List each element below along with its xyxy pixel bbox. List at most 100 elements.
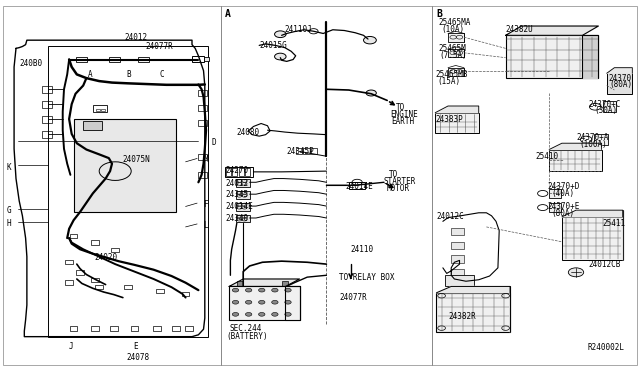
- Text: 24110: 24110: [351, 246, 374, 254]
- Bar: [226, 168, 231, 176]
- Bar: [185, 326, 193, 331]
- Bar: [42, 101, 52, 108]
- Bar: [311, 148, 317, 154]
- Bar: [549, 203, 561, 212]
- Text: STARTER: STARTER: [384, 177, 417, 186]
- Text: J: J: [69, 342, 74, 351]
- Text: D: D: [211, 138, 216, 147]
- Bar: [236, 191, 250, 199]
- Bar: [436, 293, 510, 332]
- Bar: [91, 278, 99, 282]
- Bar: [96, 109, 100, 111]
- Text: B: B: [436, 9, 442, 19]
- Bar: [70, 326, 77, 331]
- Bar: [42, 86, 52, 93]
- Bar: [109, 57, 120, 62]
- Text: 24270: 24270: [225, 166, 248, 174]
- Bar: [131, 326, 138, 331]
- Bar: [156, 289, 164, 293]
- Polygon shape: [285, 286, 300, 320]
- Text: MOTOR: MOTOR: [387, 184, 410, 193]
- Circle shape: [285, 312, 291, 316]
- Bar: [153, 326, 161, 331]
- Polygon shape: [562, 210, 623, 217]
- Circle shape: [272, 288, 278, 292]
- Circle shape: [259, 301, 265, 304]
- Bar: [65, 280, 73, 285]
- Circle shape: [366, 90, 376, 96]
- Bar: [91, 326, 99, 331]
- Text: TO: TO: [396, 103, 404, 112]
- Bar: [182, 292, 189, 296]
- Text: 25411: 25411: [603, 219, 626, 228]
- Circle shape: [364, 36, 376, 44]
- Circle shape: [272, 312, 278, 316]
- Bar: [506, 35, 598, 78]
- Bar: [448, 49, 464, 57]
- Circle shape: [568, 268, 584, 277]
- Text: 24382U: 24382U: [506, 25, 533, 34]
- Text: SEC.244: SEC.244: [229, 324, 262, 333]
- Text: C: C: [160, 70, 164, 79]
- Circle shape: [285, 301, 291, 304]
- Bar: [93, 105, 107, 112]
- Polygon shape: [229, 279, 300, 286]
- Circle shape: [246, 288, 252, 292]
- Text: M: M: [204, 155, 208, 164]
- Text: ENGINE: ENGINE: [390, 110, 418, 119]
- Text: (100A): (100A): [579, 140, 607, 149]
- Bar: [42, 116, 52, 123]
- Bar: [296, 148, 302, 154]
- Polygon shape: [506, 26, 598, 35]
- Polygon shape: [549, 143, 602, 150]
- Bar: [445, 275, 474, 286]
- Text: 25465M: 25465M: [438, 44, 466, 53]
- Text: G: G: [6, 206, 11, 215]
- Bar: [549, 150, 602, 171]
- Bar: [232, 168, 237, 176]
- Text: 24382R: 24382R: [448, 312, 476, 321]
- Bar: [225, 167, 253, 177]
- Circle shape: [285, 288, 291, 292]
- Text: 25465MA: 25465MA: [438, 18, 471, 27]
- Text: 24080: 24080: [237, 128, 260, 137]
- Text: 24012: 24012: [125, 33, 148, 42]
- Circle shape: [275, 31, 286, 38]
- Bar: [76, 270, 84, 275]
- Text: 24015G: 24015G: [259, 41, 287, 50]
- Bar: [192, 56, 204, 62]
- Text: 24078: 24078: [127, 353, 150, 362]
- Bar: [74, 119, 176, 212]
- Text: 24075N: 24075N: [123, 155, 150, 164]
- Text: 24012: 24012: [225, 179, 248, 187]
- Text: 24340: 24340: [225, 214, 248, 223]
- Bar: [70, 234, 77, 238]
- Bar: [110, 326, 118, 331]
- Text: (80A): (80A): [552, 209, 575, 218]
- Text: 24014E: 24014E: [346, 182, 373, 191]
- Bar: [245, 168, 250, 176]
- Circle shape: [259, 288, 265, 292]
- Bar: [282, 281, 288, 286]
- Circle shape: [272, 301, 278, 304]
- Text: E: E: [133, 342, 138, 351]
- Text: (BATTERY): (BATTERY): [227, 332, 268, 341]
- Bar: [172, 326, 180, 331]
- Text: 24077R: 24077R: [146, 42, 173, 51]
- Polygon shape: [436, 286, 510, 293]
- Bar: [95, 285, 103, 289]
- Bar: [236, 179, 250, 187]
- Text: 24012CB: 24012CB: [589, 260, 621, 269]
- Bar: [594, 134, 608, 145]
- Circle shape: [246, 312, 252, 316]
- Bar: [111, 248, 119, 252]
- Bar: [42, 131, 52, 138]
- Text: 24345P: 24345P: [287, 147, 314, 156]
- Text: TO: TO: [389, 170, 398, 179]
- Text: F: F: [204, 200, 208, 209]
- Text: H: H: [6, 219, 11, 228]
- Text: TO RELAY BOX: TO RELAY BOX: [339, 273, 395, 282]
- Bar: [451, 228, 464, 235]
- Text: 24383P: 24383P: [435, 115, 463, 124]
- Bar: [236, 203, 250, 211]
